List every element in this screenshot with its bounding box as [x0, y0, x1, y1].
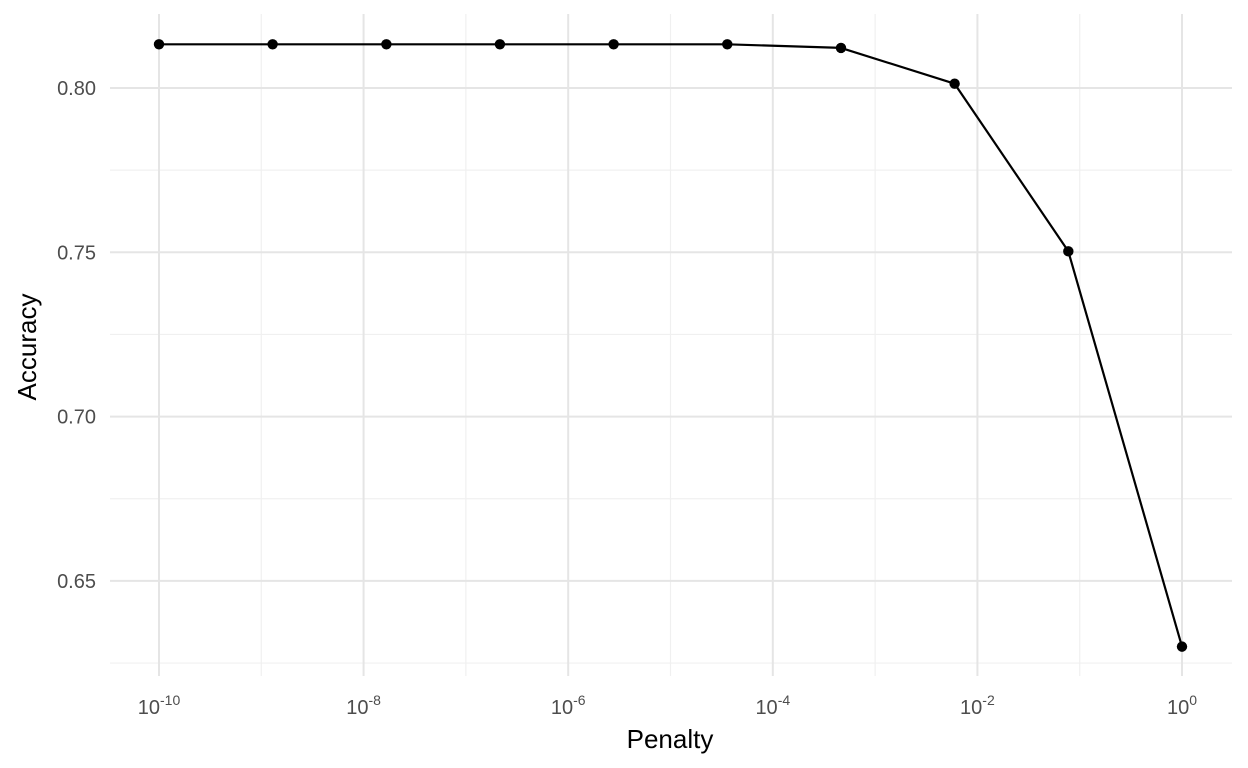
- x-tick-label: 10-10: [138, 692, 181, 719]
- minor-gridlines: [110, 14, 1232, 676]
- x-tick-label: 10-8: [346, 692, 381, 719]
- data-point: [1063, 246, 1074, 257]
- x-tick-label: 10-2: [960, 692, 995, 719]
- x-tick-label: 10-4: [755, 692, 790, 719]
- x-tick-label: 10-6: [551, 692, 586, 719]
- data-point: [949, 78, 960, 89]
- y-tick-label: 0.70: [57, 407, 96, 429]
- y-tick-label: 0.80: [57, 78, 96, 100]
- data-point: [722, 39, 733, 50]
- series-line: [159, 43, 1184, 647]
- y-tick-labels: 0.65 0.70 0.75 0.80: [57, 78, 96, 593]
- data-point: [153, 39, 165, 50]
- data-point: [835, 42, 847, 54]
- y-tick-label: 0.65: [57, 571, 96, 593]
- data-point: [267, 39, 278, 50]
- data-point: [1176, 641, 1188, 652]
- data-point: [494, 39, 506, 50]
- x-tick-label: 100: [1167, 692, 1197, 719]
- major-gridlines: [110, 14, 1232, 676]
- y-axis-title: Accuracy: [12, 294, 42, 401]
- y-tick-label: 0.75: [57, 242, 96, 264]
- series-layer: [153, 39, 1188, 652]
- x-axis-title: Penalty: [627, 724, 714, 754]
- data-point: [381, 39, 392, 50]
- data-point: [608, 39, 619, 50]
- x-tick-labels: 10-10 10-8 10-6 10-4 10-2 100: [138, 692, 1197, 719]
